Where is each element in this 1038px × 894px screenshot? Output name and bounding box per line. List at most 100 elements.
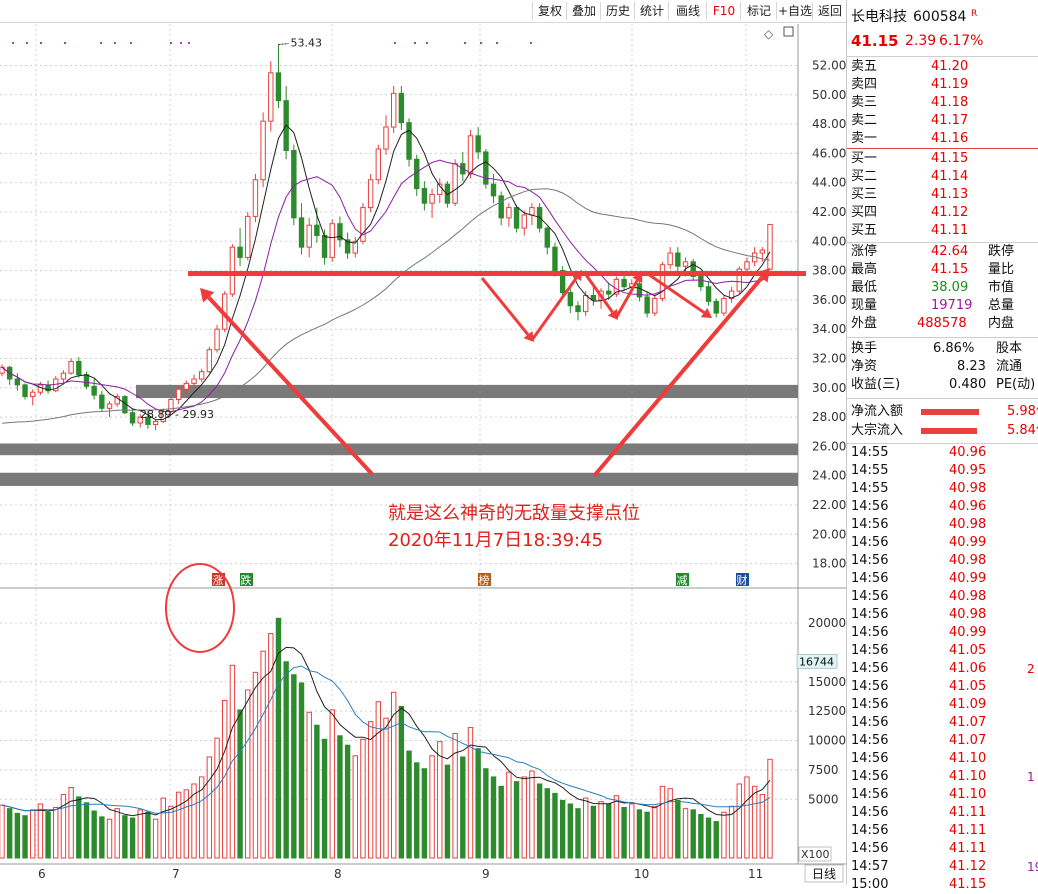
candle-body	[467, 135, 474, 175]
bid-row: 买二 41.14	[847, 168, 1038, 186]
event-badge[interactable]: 跌	[240, 573, 253, 587]
event-dot	[530, 42, 532, 44]
volume-bar	[22, 815, 28, 859]
tick-row: 14:56 41.05	[847, 678, 1038, 696]
quote-row-low: 最低 38.09 市值	[847, 279, 1038, 297]
toolbar-button-huaxian[interactable]: 画线	[668, 2, 707, 20]
kline-chart[interactable]: 52.00 50.00 48.00 46.00 44.00 42.00 40.00 38.00…	[0, 0, 846, 884]
volume-bar	[99, 816, 105, 859]
book-price: 41.18	[931, 95, 969, 110]
label-mkt-cap: 市值	[988, 280, 1015, 295]
price-tick-label: 40.00	[812, 234, 846, 248]
label-inner: 内盘	[988, 316, 1015, 331]
candle-body	[606, 290, 612, 295]
value-cur-vol: 19719	[931, 298, 973, 313]
volume-bar	[690, 809, 696, 859]
candle-body	[76, 360, 82, 376]
volume-bar	[414, 762, 420, 859]
label-high: 最高	[851, 262, 878, 277]
candle-body	[291, 149, 297, 219]
quote-row-cur-vol: 现量 19719 总量	[847, 297, 1038, 315]
label-outer: 外盘	[851, 316, 878, 331]
volume-bar	[122, 815, 128, 859]
candle-body	[644, 296, 650, 314]
tick-time: 14:55	[851, 445, 889, 460]
candle-body	[245, 215, 251, 258]
candle-body	[652, 297, 658, 314]
volume-highlight-circle	[165, 563, 235, 653]
volume-bar	[490, 776, 497, 859]
toolbar-button-zixuan[interactable]: +自选	[776, 2, 813, 20]
toolbar-button-fuquan[interactable]: 复权	[532, 2, 567, 20]
event-badge[interactable]: 榜	[478, 573, 491, 587]
event-badge[interactable]: 财	[736, 573, 749, 587]
volume-bar	[682, 808, 689, 859]
volume-bar	[183, 789, 190, 859]
tick-time: 14:56	[851, 769, 889, 784]
event-badge[interactable]: 减	[676, 573, 689, 587]
event-dot	[170, 42, 172, 44]
price-tick-label: 34.00	[812, 322, 846, 336]
event-badge[interactable]: 涨	[212, 573, 225, 587]
book-price: 41.15	[931, 151, 969, 166]
volume-bar	[429, 755, 435, 859]
tick-row: 14:56 41.11	[847, 822, 1038, 840]
support-band	[136, 384, 798, 399]
price-tick-label: 50.00	[812, 88, 846, 102]
volume-bar	[45, 811, 51, 859]
candle-body	[582, 295, 589, 313]
book-label: 卖五	[851, 59, 878, 74]
volume-bar	[175, 791, 182, 859]
tick-time: 14:56	[851, 499, 889, 514]
volume-bar	[168, 805, 174, 859]
book-price: 41.17	[931, 113, 969, 128]
chart-area[interactable]: 52.00 50.00 48.00 46.00 44.00 42.00 40.00 38.00…	[0, 0, 846, 884]
toolbar-button-biaoji[interactable]: 标记	[740, 2, 777, 20]
zig-arrow	[480, 277, 530, 336]
volume-bar	[283, 661, 289, 859]
volume-bar	[83, 802, 90, 859]
volume-bar	[744, 776, 750, 859]
support-band	[0, 472, 798, 486]
candle-body	[30, 391, 36, 398]
volume-bar	[444, 764, 451, 859]
window-toggle-icon[interactable]	[783, 26, 794, 37]
tick-price: 41.07	[949, 715, 987, 730]
month-label: 11	[748, 867, 763, 881]
timeframe-button[interactable]	[804, 864, 844, 883]
volume-bar	[245, 689, 251, 859]
candle-body	[214, 328, 220, 351]
tick-time: 14:56	[851, 733, 889, 748]
tick-volume: 1	[1027, 770, 1035, 784]
peak-pointer	[278, 43, 289, 46]
toolbar-button-diejia[interactable]: 叠加	[566, 2, 601, 20]
volume-bar	[191, 783, 197, 859]
volume-bar	[667, 788, 673, 859]
volume-bar	[675, 799, 681, 859]
quote-panel: 长电科技 600584 R 41.15 2.39 6.17% 涨停 42.64 …	[846, 0, 1038, 892]
volume-bar	[759, 794, 766, 859]
volume-bar	[506, 771, 512, 859]
toolbar-button-lishi[interactable]: 历史	[600, 2, 635, 20]
toolbar-button-tongji[interactable]: 统计	[634, 2, 669, 20]
volume-bar	[260, 650, 266, 859]
book-divider	[847, 148, 1038, 149]
candle-body	[14, 378, 21, 386]
candle-body	[429, 193, 435, 204]
price-change: 2.39	[905, 33, 937, 49]
quote-row-outer: 外盘 488578 内盘	[847, 315, 1038, 333]
volume-bar	[306, 711, 312, 859]
month-label: 9	[482, 867, 490, 881]
book-label: 买二	[851, 169, 878, 184]
candle-body	[552, 246, 558, 272]
toolbar-button-fanhui[interactable]: 返回	[812, 2, 847, 20]
candle-body	[344, 239, 351, 254]
candle-body	[83, 374, 90, 387]
volume-cursor-value: 16744	[799, 655, 834, 668]
tick-time: 15:00	[851, 877, 889, 892]
annotation-text: 就是这么神奇的无敌量支撑点位 2020年11月7日18:39:45	[388, 500, 640, 554]
diamond-icon[interactable]: ◇	[764, 27, 774, 41]
candle-body	[191, 378, 197, 384]
toolbar-button-f10[interactable]: F10	[706, 2, 741, 20]
volume-bar	[713, 821, 719, 859]
